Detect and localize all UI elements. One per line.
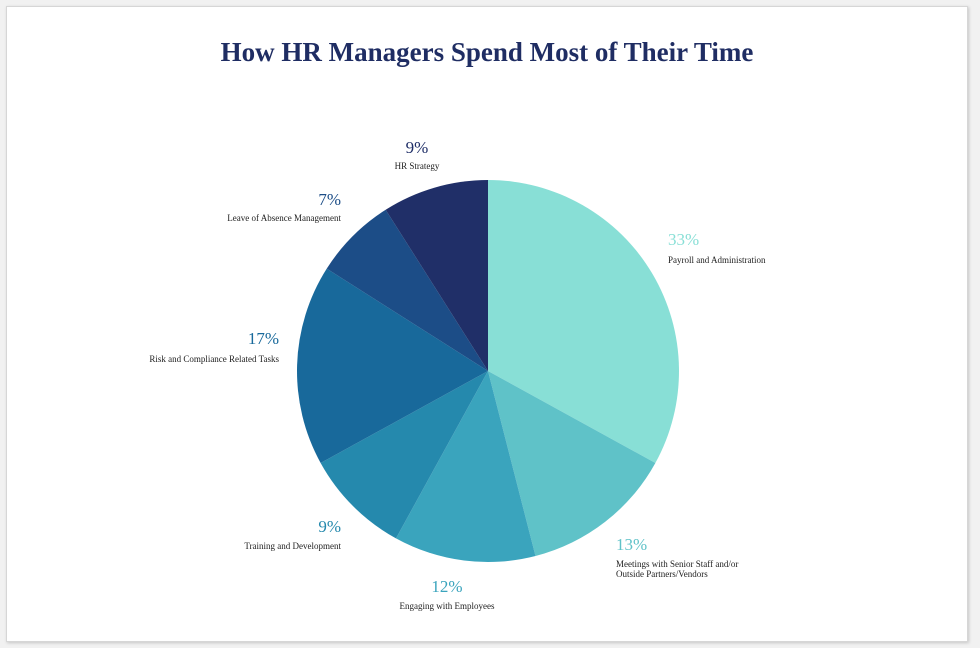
pie-slice-leave-of-absence-management [326, 209, 488, 371]
chart-frame: How HR Managers Spend Most of Their Time… [6, 6, 968, 642]
pie-slice-meetings-with-senior-staff-and-or-outside-partners-vendors [488, 371, 656, 556]
pie-slice-hr-strategy [385, 180, 488, 371]
pie-chart: 33% Payroll and Administration 13% Meetings… [149, 138, 766, 611]
slice-category-label: Payroll and Administration [668, 255, 766, 265]
pie-slice-payroll-and-administration [488, 180, 679, 464]
pie-slice-training-and-development [320, 371, 488, 539]
slice-percent-label: 33% [668, 230, 699, 249]
slice-percent-label: 13% [616, 535, 647, 554]
slice-percent-label: 9% [318, 517, 341, 536]
chart-title: How HR Managers Spend Most of Their Time [220, 37, 754, 67]
slice-percent-label: 7% [318, 190, 341, 209]
slice-category-label: Risk and Compliance Related Tasks [149, 354, 279, 364]
pie-slice-engaging-with-employees [395, 371, 536, 562]
slice-category-label: Engaging with Employees [400, 601, 495, 611]
slice-percent-label: 12% [431, 577, 462, 596]
pie-slice-risk-and-compliance-related-tasks [297, 268, 488, 464]
slice-category-label: HR Strategy [395, 161, 440, 171]
slice-percent-label: 17% [248, 329, 279, 348]
slice-category-label: Training and Development [244, 541, 341, 551]
slice-category-label: Meetings with Senior Staff and/or [616, 559, 738, 569]
slice-category-label: Outside Partners/Vendors [616, 569, 708, 579]
slice-percent-label: 9% [406, 138, 429, 157]
slice-category-label: Leave of Absence Management [227, 213, 341, 223]
